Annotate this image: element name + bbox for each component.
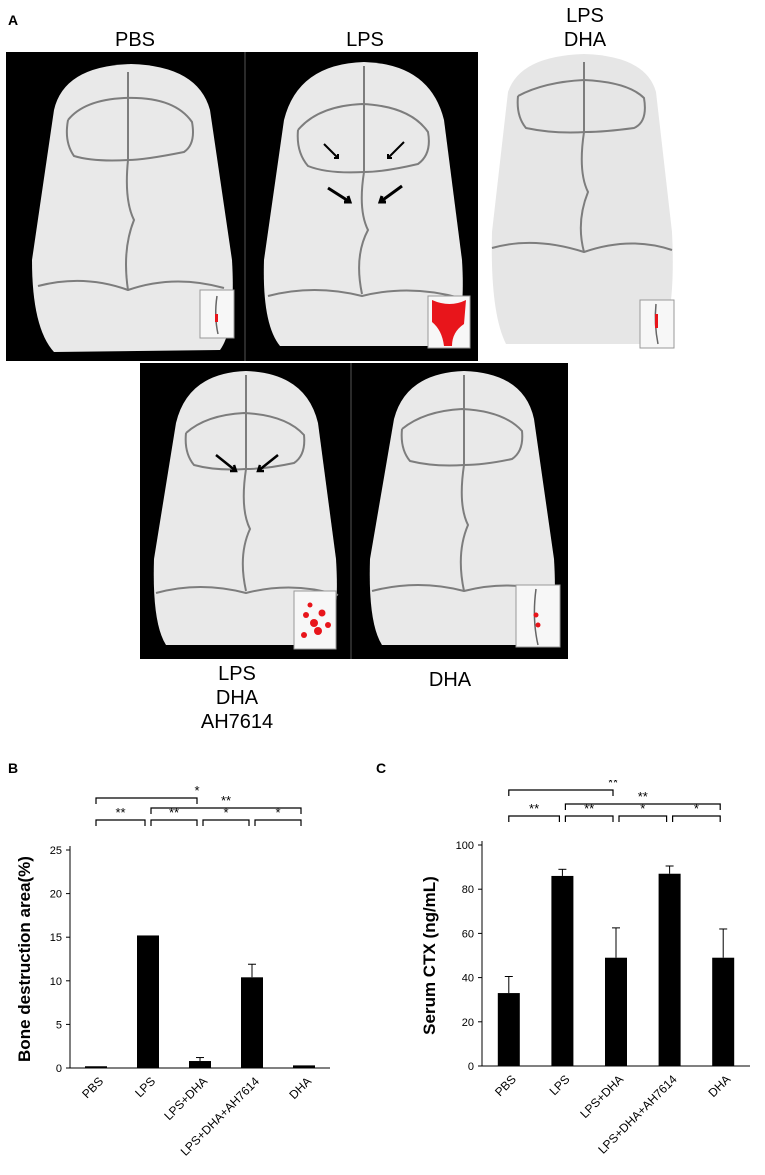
y-axis-label: Bone destruction area(%) (15, 856, 34, 1062)
significance-label: * (640, 801, 645, 816)
skull-lps-dha-image (491, 54, 675, 349)
y-tick-label: 20 (462, 1017, 474, 1029)
serum-ctx-chart: 0 20 40 60 80 100 Serum CTX (ng/mL) PBS LPS LPS+D… (420, 780, 750, 1157)
y-tick-label: 0 (56, 1063, 62, 1075)
micro-ct-image-row-bottom (140, 363, 568, 659)
bar (137, 935, 159, 1068)
significance-bracket (150, 807, 302, 814)
x-tick-label: LPS+DHA (577, 1072, 626, 1121)
panel-a-letter: A (8, 12, 19, 28)
y-axis-label: Serum CTX (ng/mL) (420, 876, 439, 1035)
bar (497, 993, 520, 1066)
significance-bracket (95, 797, 198, 804)
skull-dha-image (369, 371, 561, 648)
label-lps-dha: LPS DHA (563, 5, 607, 51)
y-tick-label: 20 (50, 889, 62, 901)
x-tick-label: LPS (547, 1072, 573, 1098)
bar (189, 1061, 211, 1068)
skull-lps-dha-ah7614-image (153, 371, 339, 650)
bar (241, 977, 263, 1068)
y-tick-label: 0 (468, 1061, 474, 1073)
significance-bracket (254, 819, 302, 826)
x-tick-label: DHA (286, 1074, 314, 1102)
x-tick-label: DHA (706, 1072, 734, 1100)
bar (605, 957, 627, 1066)
significance-bracket (95, 819, 146, 826)
significance-label: ** (638, 789, 648, 804)
significance-label: ** (529, 801, 539, 816)
y-tick-label: 80 (462, 884, 474, 896)
y-tick-label: 5 (56, 1019, 62, 1031)
micro-ct-image-row-top (6, 52, 680, 361)
bar (551, 875, 574, 1066)
significance-label: * (223, 805, 228, 820)
significance-label: * (275, 805, 280, 820)
panel-b-letter: B (8, 760, 19, 776)
bar (85, 1066, 107, 1068)
label-lps: LPS (346, 29, 384, 51)
bar (658, 873, 681, 1066)
significance-bracket (150, 819, 198, 826)
y-tick-label: 25 (50, 845, 62, 857)
significance-label: ** (221, 793, 231, 808)
significance-bracket (618, 815, 668, 822)
skull-pbs-image (32, 64, 235, 352)
significance-label: * (694, 801, 699, 816)
label-lps-dha-ah7614: LPS DHA AH7614 (200, 663, 274, 733)
skull-lps-image (263, 62, 471, 349)
x-tick-label: PBS (492, 1072, 519, 1099)
y-tick-label: 15 (50, 932, 62, 944)
label-dha: DHA (428, 669, 472, 691)
significance-bracket (564, 803, 721, 810)
significance-label: * (194, 783, 199, 798)
y-tick-label: 40 (462, 973, 474, 985)
panel-c-letter: C (376, 760, 387, 776)
x-tick-label: PBS (79, 1074, 106, 1101)
significance-bracket (202, 819, 250, 826)
label-pbs: PBS (114, 29, 156, 51)
significance-label: ** (169, 805, 179, 820)
x-tick-label: LPS+DHA (161, 1074, 210, 1123)
significance-bracket (508, 815, 560, 822)
significance-label: ** (115, 805, 125, 820)
bone-destruction-chart: 0 5 10 15 20 25 Bone destruction area(%) PBS LPS… (15, 783, 330, 1159)
x-tick-label: LPS (132, 1074, 158, 1100)
significance-bracket (508, 789, 614, 796)
y-tick-label: 100 (456, 840, 474, 852)
bar (293, 1065, 315, 1068)
y-tick-label: 60 (462, 928, 474, 940)
significance-label: ** (608, 780, 618, 790)
significance-label: ** (584, 801, 594, 816)
significance-bracket (672, 815, 721, 822)
significance-bracket (564, 815, 614, 822)
y-tick-label: 10 (50, 976, 62, 988)
bar (712, 957, 735, 1066)
